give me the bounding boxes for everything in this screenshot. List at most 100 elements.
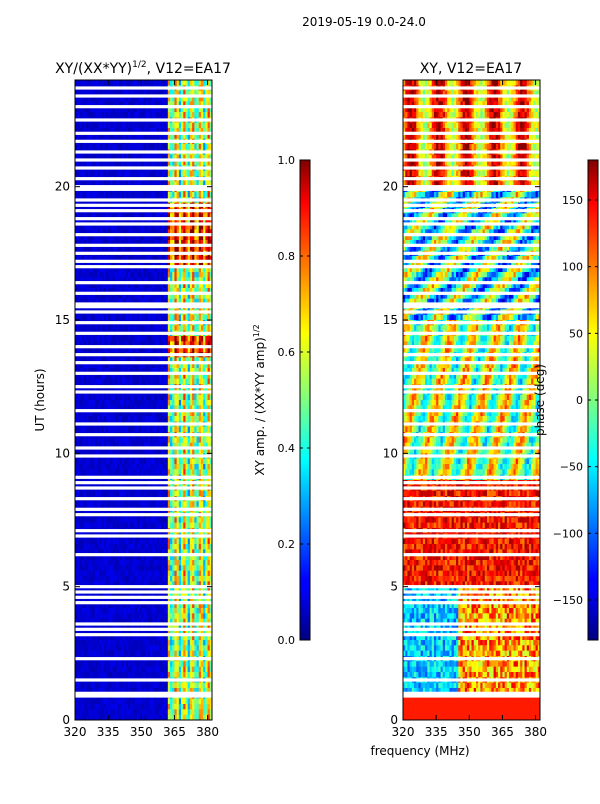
heatmap-cell <box>189 341 193 348</box>
heatmap-cell <box>105 282 109 289</box>
heatmap-cell <box>112 405 116 412</box>
heatmap-cell <box>192 96 195 102</box>
heatmap-cell <box>207 90 211 97</box>
heatmap-cell <box>88 272 92 278</box>
heatmap-cell <box>189 101 193 108</box>
heatmap-cell <box>83 224 87 230</box>
heatmap-cell <box>94 170 98 177</box>
heatmap-cell <box>110 490 114 497</box>
heatmap-cell <box>99 378 103 385</box>
heatmap-cell <box>81 128 85 134</box>
heatmap-cell <box>112 341 116 348</box>
heatmap-cell <box>116 464 120 470</box>
heatmap-cell <box>116 373 120 380</box>
heatmap-cell <box>154 261 158 268</box>
heatmap-cell <box>198 448 202 454</box>
heatmap-cell <box>198 362 202 369</box>
heatmap-cell <box>154 288 158 294</box>
heatmap-cell <box>83 314 87 321</box>
heatmap-cell <box>92 144 96 150</box>
heatmap-cell <box>97 469 100 476</box>
heatmap-cell <box>145 362 149 369</box>
heatmap-cell <box>147 346 151 353</box>
heatmap-cell <box>172 373 176 380</box>
heatmap-cell <box>88 405 92 412</box>
heatmap-cell <box>141 368 145 374</box>
heatmap-cell <box>81 218 85 225</box>
heatmap-cell <box>172 282 176 289</box>
heatmap-cell <box>112 298 116 305</box>
heatmap-cell <box>83 373 87 380</box>
heatmap-cell <box>83 277 87 284</box>
heatmap-cell <box>130 170 134 177</box>
heatmap-cell <box>181 373 184 380</box>
heatmap-cell <box>150 416 153 422</box>
heatmap-cell <box>75 80 78 86</box>
heatmap-cell <box>192 144 195 150</box>
heatmap-cell <box>192 298 195 305</box>
heatmap-cell <box>156 112 160 118</box>
heatmap-cell <box>88 362 92 369</box>
heatmap-cell <box>170 218 173 225</box>
heatmap-cell <box>92 288 96 294</box>
heatmap-cell <box>128 405 131 412</box>
heatmap-cell <box>200 336 204 342</box>
heatmap-cell <box>141 416 145 422</box>
heatmap-cell <box>77 458 81 465</box>
heatmap-cell <box>101 341 105 348</box>
heatmap-cell <box>172 144 176 150</box>
heatmap-cell <box>105 266 109 273</box>
heatmap-cell <box>108 394 111 401</box>
heatmap-cell <box>121 490 125 497</box>
heatmap-cell <box>86 405 89 412</box>
heatmap-cell <box>163 154 167 161</box>
heatmap-cell <box>154 234 158 241</box>
heatmap-cell <box>75 261 78 268</box>
heatmap-cell <box>147 80 151 86</box>
heatmap-cell <box>181 218 184 225</box>
heatmap-cell <box>200 154 204 161</box>
heatmap-cell <box>198 96 202 102</box>
heatmap-cell <box>205 224 209 230</box>
heatmap-cell <box>88 128 92 134</box>
heatmap-cell <box>209 277 212 284</box>
heatmap-cell <box>170 154 173 161</box>
heatmap-cell <box>92 357 96 364</box>
heatmap-cell <box>194 442 198 449</box>
heatmap-cell <box>121 373 125 380</box>
heatmap-cell <box>187 464 191 470</box>
heatmap-cell <box>116 410 120 417</box>
heatmap-cell <box>187 336 191 342</box>
heatmap-cell <box>200 405 204 412</box>
heatmap-cell <box>154 224 158 230</box>
heatmap-cell <box>205 128 209 134</box>
heatmap-cell <box>209 282 212 289</box>
heatmap-cell <box>205 80 209 86</box>
heatmap-cell <box>97 346 100 353</box>
heatmap-cell <box>163 218 167 225</box>
heatmap-cell <box>97 458 100 465</box>
heatmap-cell <box>156 240 160 246</box>
heatmap-cell <box>83 144 87 150</box>
heatmap-cell <box>198 240 202 246</box>
heatmap-cell <box>178 218 182 225</box>
heatmap-cell <box>75 362 78 369</box>
heatmap-cell <box>172 277 176 284</box>
heatmap-cell <box>185 373 189 380</box>
heatmap-cell <box>86 325 89 332</box>
heatmap-cell <box>105 154 109 161</box>
heatmap-cell <box>86 394 89 401</box>
heatmap-cell <box>114 234 118 241</box>
heatmap-cell <box>183 336 187 342</box>
heatmap-cell <box>150 314 153 321</box>
heatmap-cell <box>205 181 209 188</box>
heatmap-cell <box>130 106 134 113</box>
heatmap-cell <box>97 416 100 422</box>
heatmap-cell <box>108 490 111 497</box>
heatmap-cell <box>185 224 189 230</box>
heatmap-cell <box>189 229 193 236</box>
heatmap-cell <box>105 96 109 102</box>
heatmap-cell <box>205 277 209 284</box>
heatmap-cell <box>176 234 180 241</box>
heatmap-cell <box>139 256 142 262</box>
